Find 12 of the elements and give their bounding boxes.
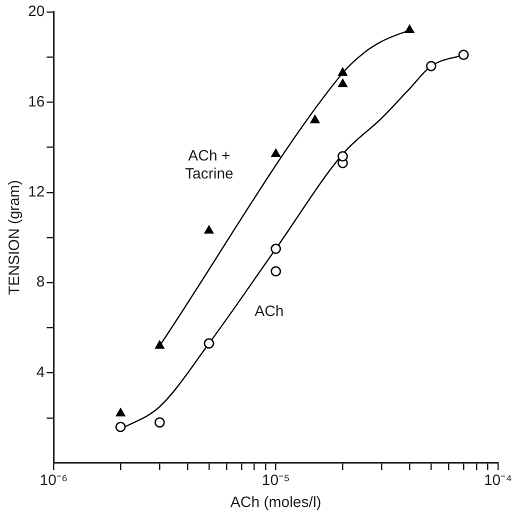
x-axis-title: ACh (moles/l): [230, 494, 322, 512]
x-tick-label: 10⁻⁵: [262, 472, 290, 490]
annotation: ACh + Tacrine: [185, 147, 234, 182]
x-tick-label: 10⁻⁴: [484, 472, 512, 490]
y-tick-label: 20: [28, 3, 45, 20]
y-axis-title: TENSION (gram): [6, 180, 24, 296]
x-tick-label: 10⁻⁶: [40, 472, 68, 490]
annotation: ACh: [254, 303, 284, 320]
y-tick-label: 16: [28, 93, 45, 110]
y-tick-label: 8: [36, 274, 45, 291]
y-tick-label: 4: [36, 364, 45, 381]
y-tick-label: 12: [28, 184, 45, 201]
